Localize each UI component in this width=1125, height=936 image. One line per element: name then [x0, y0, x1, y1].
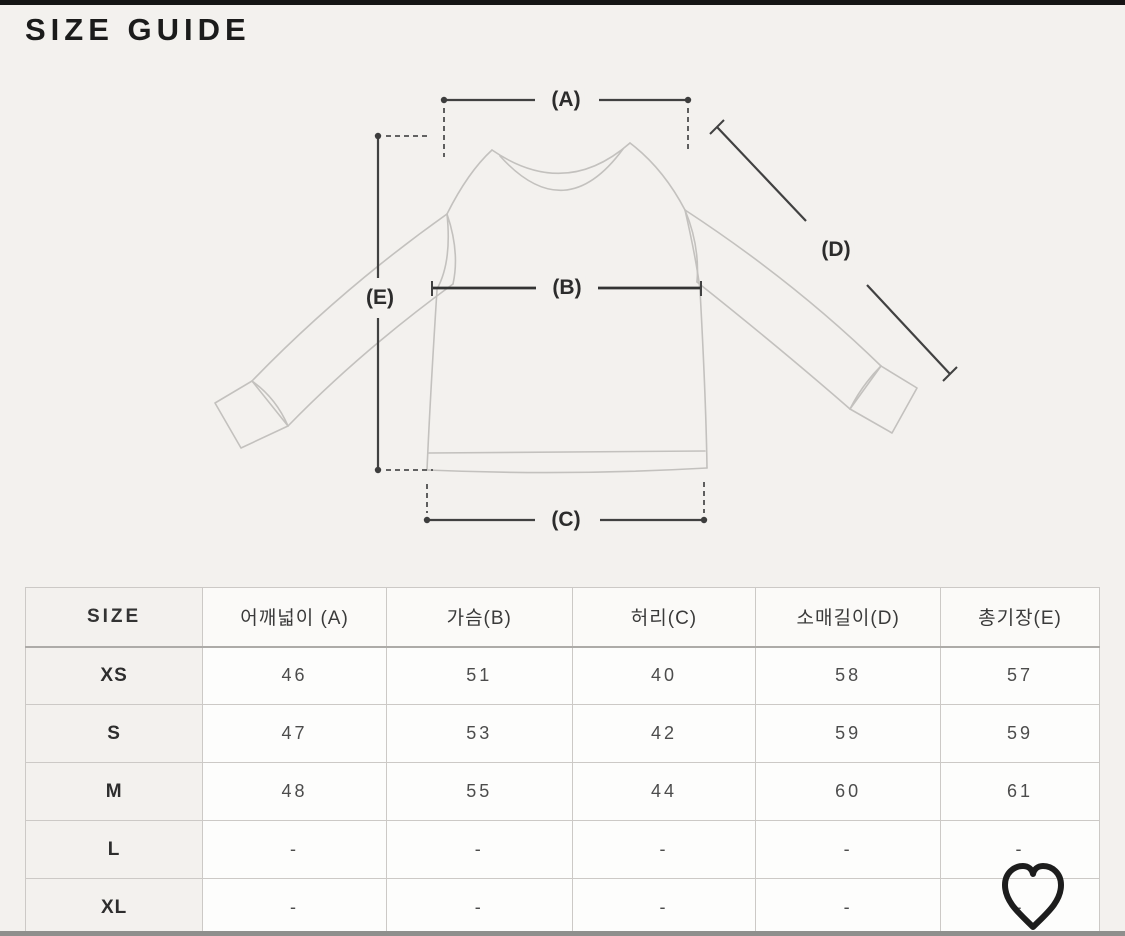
garment-diagram: (A) (B) (C) (D) (E): [0, 60, 1125, 575]
cell-xs-c: 40: [571, 646, 757, 705]
dim-label-a: (A): [547, 88, 585, 112]
bottom-edge-bar: [0, 931, 1125, 936]
cell-m-b: 55: [385, 762, 573, 821]
col-header-total-length: 총기장(E): [940, 587, 1100, 648]
table-header-row: SIZE 어깨넓이 (A) 가슴(B) 허리(C) 소매길이(D) 총기장(E): [24, 587, 1100, 648]
size-table: SIZE 어깨넓이 (A) 가슴(B) 허리(C) 소매길이(D) 총기장(E)…: [24, 587, 1100, 936]
cell-xl-c: -: [571, 878, 757, 936]
dimension-lines: [374, 96, 958, 524]
size-label: XS: [24, 646, 204, 705]
cell-l-b: -: [385, 820, 573, 879]
cell-s-e: 59: [940, 704, 1100, 763]
cell-xs-b: 51: [385, 646, 573, 705]
table-row-xl: XL - - - - -: [24, 878, 1100, 936]
top-edge-bar: [0, 0, 1125, 5]
cell-xs-e: 57: [940, 646, 1100, 705]
cell-m-a: 48: [202, 762, 387, 821]
cell-xl-e: -: [940, 878, 1100, 936]
page-title: SIZE GUIDE: [25, 12, 251, 47]
cell-m-c: 44: [571, 762, 757, 821]
dim-label-d: (D): [817, 238, 855, 262]
table-row-s: S 47 53 42 59 59: [24, 704, 1100, 763]
cell-m-d: 60: [755, 762, 941, 821]
col-header-waist: 허리(C): [571, 587, 757, 648]
size-label: S: [24, 704, 204, 763]
table-row-l: L - - - - -: [24, 820, 1100, 879]
garment-illustration: [214, 96, 958, 524]
cell-s-b: 53: [385, 704, 573, 763]
cell-xs-d: 58: [755, 646, 941, 705]
cell-xs-a: 46: [202, 646, 387, 705]
cell-s-a: 47: [202, 704, 387, 763]
col-header-sleeve-length: 소매길이(D): [755, 587, 941, 648]
size-label: L: [24, 820, 204, 879]
cell-l-c: -: [571, 820, 757, 879]
dim-label-c: (C): [547, 508, 585, 532]
cell-xl-b: -: [385, 878, 573, 936]
cell-m-e: 61: [940, 762, 1100, 821]
cell-xl-d: -: [755, 878, 941, 936]
wishlist-heart-icon[interactable]: [998, 860, 1068, 934]
col-header-size: SIZE: [24, 587, 204, 648]
cell-xl-a: -: [202, 878, 387, 936]
garment-outline: [214, 142, 918, 474]
size-label: XL: [24, 878, 204, 936]
cell-l-a: -: [202, 820, 387, 879]
col-header-chest: 가슴(B): [385, 587, 573, 648]
table-row-m: M 48 55 44 60 61: [24, 762, 1100, 821]
dim-label-b: (B): [548, 276, 586, 300]
col-header-shoulder-width: 어깨넓이 (A): [202, 587, 387, 648]
cell-l-d: -: [755, 820, 941, 879]
cell-s-c: 42: [571, 704, 757, 763]
cell-s-d: 59: [755, 704, 941, 763]
table-row-xs: XS 46 51 40 58 57: [24, 646, 1100, 705]
dim-label-e: (E): [362, 286, 398, 310]
size-label: M: [24, 762, 204, 821]
